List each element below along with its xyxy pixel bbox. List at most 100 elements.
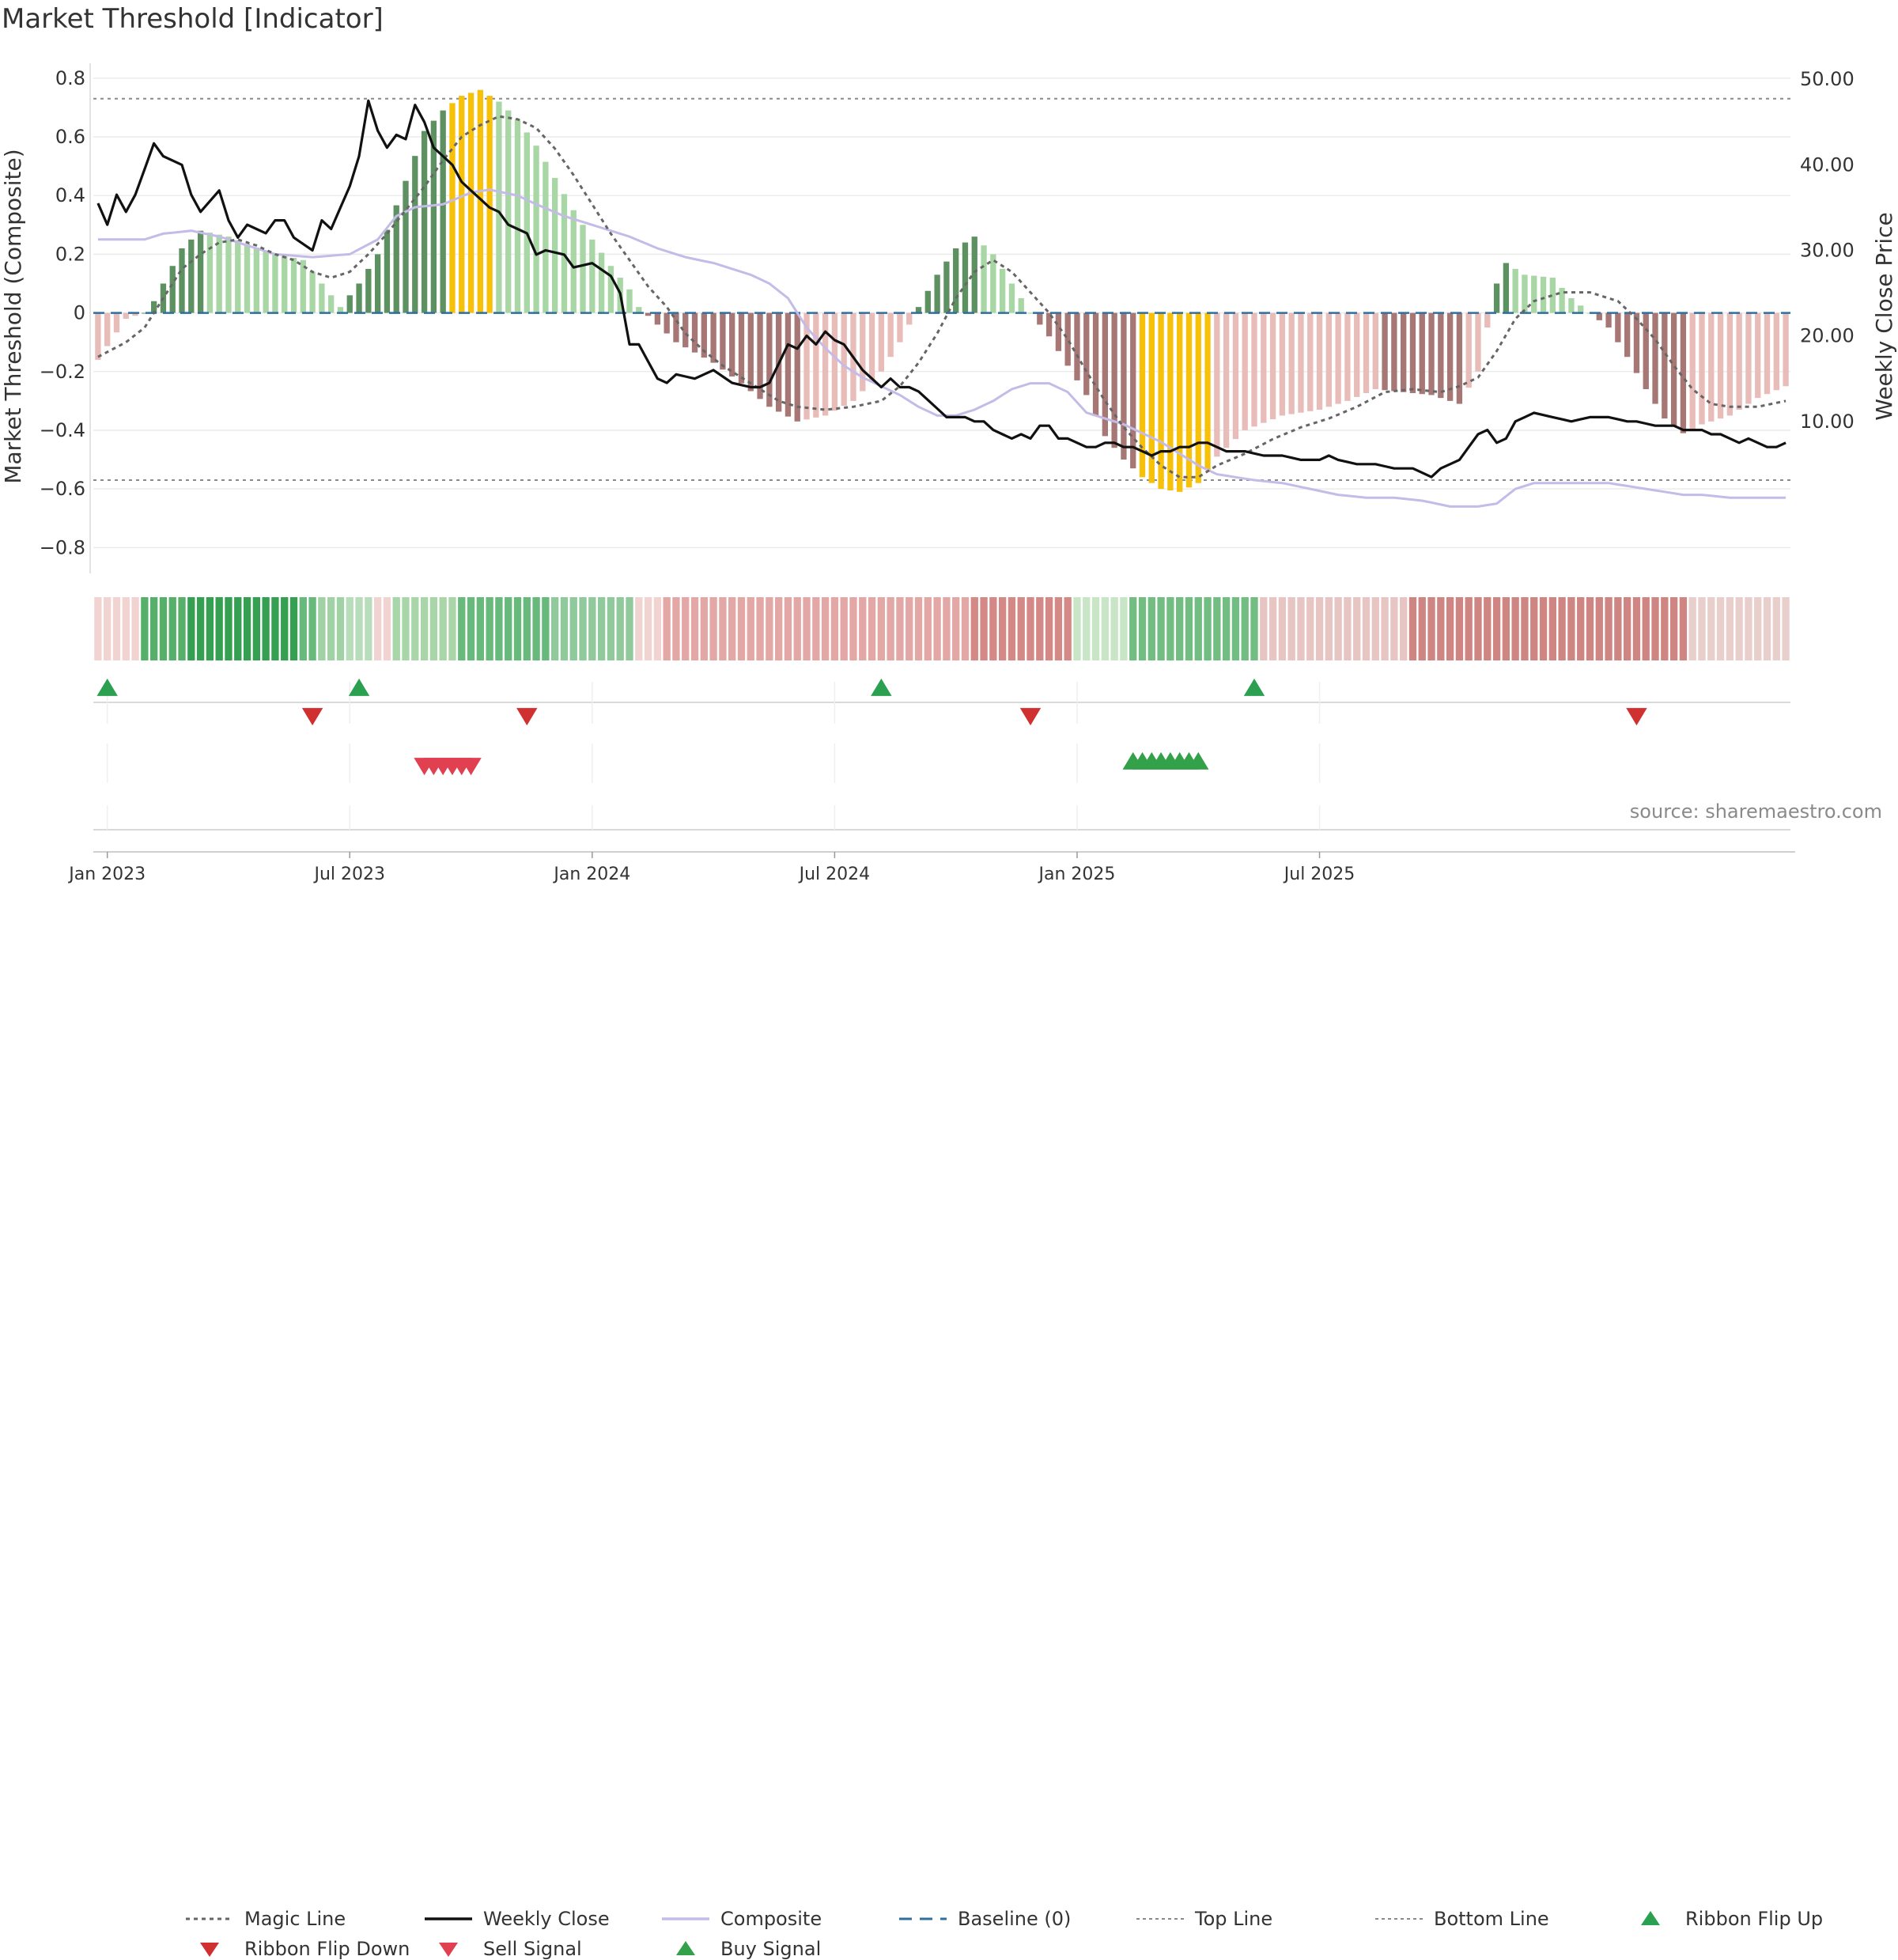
ribbon-flip-up-marker <box>871 678 892 696</box>
composite-bar <box>1559 288 1565 313</box>
ribbon-cell <box>505 597 512 660</box>
ribbon-cell <box>206 597 214 660</box>
legend-item: Ribbon Flip Up <box>1625 1908 1823 1930</box>
source-credit: source: sharemaestro.com <box>1629 800 1882 823</box>
ribbon-cell <box>1260 597 1268 660</box>
ribbon-cell <box>924 597 932 660</box>
composite-bar <box>962 242 969 313</box>
ribbon-cell <box>104 597 112 660</box>
ribbon-cell <box>495 597 503 660</box>
ribbon-cell <box>1176 597 1184 660</box>
ribbon-cell <box>1204 597 1212 660</box>
ribbon-cell <box>131 597 139 660</box>
composite-bar <box>1764 312 1771 395</box>
composite-bar <box>1726 312 1734 416</box>
composite-bar <box>467 93 475 313</box>
ribbon-cell <box>1577 597 1585 660</box>
composite-bar <box>514 119 521 313</box>
composite-bar <box>552 177 558 313</box>
composite-bar <box>533 146 539 313</box>
ribbon-cell <box>94 597 102 660</box>
y-tick-label: −0.2 <box>40 361 85 383</box>
composite-bar <box>1223 312 1230 448</box>
ribbon-cell <box>1754 597 1762 660</box>
ribbon-cell <box>196 597 205 660</box>
legend-label: Buy Signal <box>720 1938 822 1960</box>
composite-bar <box>971 236 977 313</box>
ribbon-flip-down-marker <box>301 708 323 726</box>
ribbon-cell <box>281 597 289 660</box>
ribbon-cell <box>1101 597 1110 660</box>
ribbon-cell <box>700 597 708 660</box>
composite-bar <box>188 239 195 313</box>
composite-bar <box>626 289 633 313</box>
composite-bar <box>1288 312 1295 414</box>
composite-bar <box>1605 312 1612 328</box>
ribbon-cell <box>1362 597 1371 660</box>
legend-item: Sell Signal <box>423 1938 582 1960</box>
composite-bar <box>691 312 698 353</box>
ribbon-cell <box>1707 597 1715 660</box>
ribbon-cell <box>1371 597 1379 660</box>
legend-symbol <box>1375 1918 1423 1920</box>
composite-bar <box>1269 312 1276 420</box>
ribbon-cell <box>1064 597 1072 660</box>
composite-bar <box>934 274 940 313</box>
legend-label: Ribbon Flip Down <box>244 1938 410 1960</box>
ribbon-cell <box>178 597 186 660</box>
composite-bar <box>235 240 241 313</box>
ribbon-cell <box>1036 597 1044 660</box>
legend: Magic Line Weekly Close Composite Baseline … <box>0 949 1898 1960</box>
composite-bar <box>664 312 670 334</box>
legend-symbol <box>899 1917 947 1920</box>
ribbon-cell <box>513 597 522 660</box>
composite-bar <box>1055 312 1062 351</box>
composite-bar <box>365 268 372 313</box>
ribbon-cell <box>1017 597 1025 660</box>
composite-bar <box>356 283 362 313</box>
composite-bar <box>282 255 288 313</box>
legend-item: Weekly Close <box>423 1908 610 1930</box>
composite-bar <box>1615 312 1621 342</box>
composite-bar <box>1372 312 1378 390</box>
composite-bar <box>104 312 111 346</box>
ribbon-cell <box>1054 597 1063 660</box>
composite-bar <box>1446 312 1454 401</box>
ribbon-cell <box>579 597 587 660</box>
ribbon-cell <box>318 597 326 660</box>
composite-bar <box>1745 312 1752 404</box>
ribbon-cell <box>1763 597 1771 660</box>
composite-bar <box>1251 312 1257 427</box>
ribbon-cell <box>1091 597 1100 660</box>
ribbon-cell <box>262 597 270 660</box>
composite-bar <box>636 307 642 313</box>
legend-symbol <box>1136 1918 1184 1920</box>
composite-bar <box>924 290 931 313</box>
composite-bar <box>1214 312 1220 457</box>
y-tick-label: −0.6 <box>40 478 85 500</box>
composite-bar <box>1083 312 1090 395</box>
ribbon-cell <box>141 597 149 660</box>
ribbon-cell <box>532 597 540 660</box>
composite-bar <box>346 295 353 313</box>
legend-item: Composite <box>660 1908 822 1930</box>
ribbon-cell <box>1632 597 1641 660</box>
composite-bar <box>878 312 885 372</box>
ribbon-cell <box>868 597 876 660</box>
ribbon-cell <box>1297 597 1305 660</box>
composite-bar <box>1670 312 1677 426</box>
ribbon-cell <box>1185 597 1193 660</box>
composite-bar <box>1177 312 1183 492</box>
ribbon-cell <box>989 597 997 660</box>
ribbon-cell <box>1558 597 1566 660</box>
composite-bar <box>1279 312 1286 416</box>
composite-bar <box>374 254 381 313</box>
ribbon-cell <box>914 597 923 660</box>
composite-bar <box>1027 312 1034 314</box>
composite-bar <box>1195 312 1201 483</box>
ribbon-cell <box>653 597 662 660</box>
ribbon-cell <box>1782 597 1790 660</box>
composite-bar <box>290 258 297 313</box>
ribbon-cell <box>607 597 615 660</box>
ribbon-cell <box>644 597 652 660</box>
